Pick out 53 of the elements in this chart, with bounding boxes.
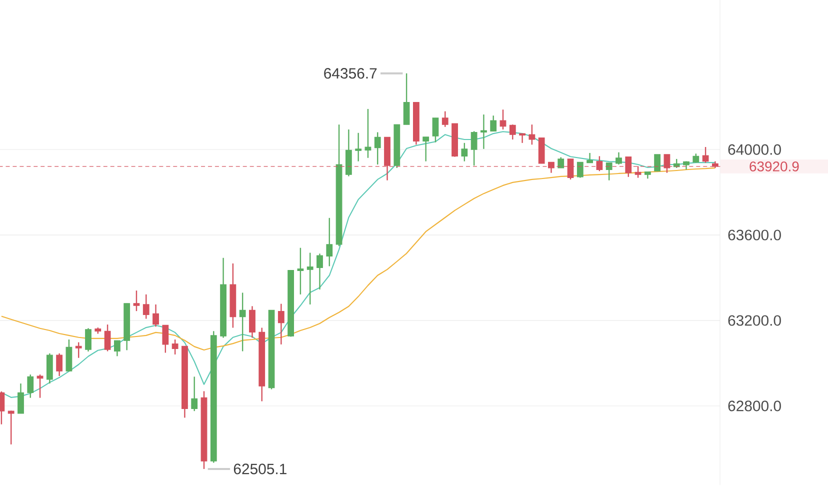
candlestick [702,146,709,164]
candlestick [586,152,593,164]
candlestick [654,154,661,172]
candlestick [355,132,362,162]
candlestick [364,108,372,158]
candlestick [239,292,246,352]
annotation: 62505.1 [234,464,286,474]
ref-line-label: 63920.9 [750,162,799,172]
candlestick [616,152,622,166]
candlestick [500,109,506,130]
candlestick [162,324,169,354]
candlestick [8,410,14,446]
candlestick [509,124,516,140]
candlestick [191,376,198,412]
annotation: 64356.7 [324,68,377,79]
candlestick [480,114,487,150]
candlestick [66,338,72,372]
candlestick [374,132,381,166]
candlestick [36,374,44,398]
candlestick [18,382,24,414]
candlestick [461,142,468,162]
y-tick-label: 63600.0 [728,230,781,240]
y-tick-label: 63200.0 [728,315,781,326]
candlestick [133,290,140,312]
y-tick-label: 62800.0 [728,400,781,412]
y-tick-label: 64000.0 [728,144,781,155]
candlestick [606,162,612,181]
candlestick [442,110,448,128]
candlestick [692,153,700,164]
candlestick [297,247,304,296]
candlestick [470,130,478,166]
candlestick [528,124,536,146]
candlestick [27,374,34,398]
candlestick [490,114,497,132]
candlestick [249,306,256,338]
candlestick [172,338,178,356]
candlestick [114,340,120,357]
candlestick [403,72,410,126]
candlestick [432,117,439,143]
candlestick [326,217,333,267]
candlestick [306,252,314,306]
candlestick [278,303,284,346]
candlestick [85,328,92,352]
candlestick [519,132,526,144]
candlestick [104,324,111,352]
candlestick [152,304,159,328]
candlestick [75,342,82,358]
candlestick [422,136,430,162]
candlestick [142,294,150,320]
candlestick [56,352,63,377]
candlestick [576,162,584,178]
candlestick [558,156,564,169]
candlestick [316,253,323,290]
